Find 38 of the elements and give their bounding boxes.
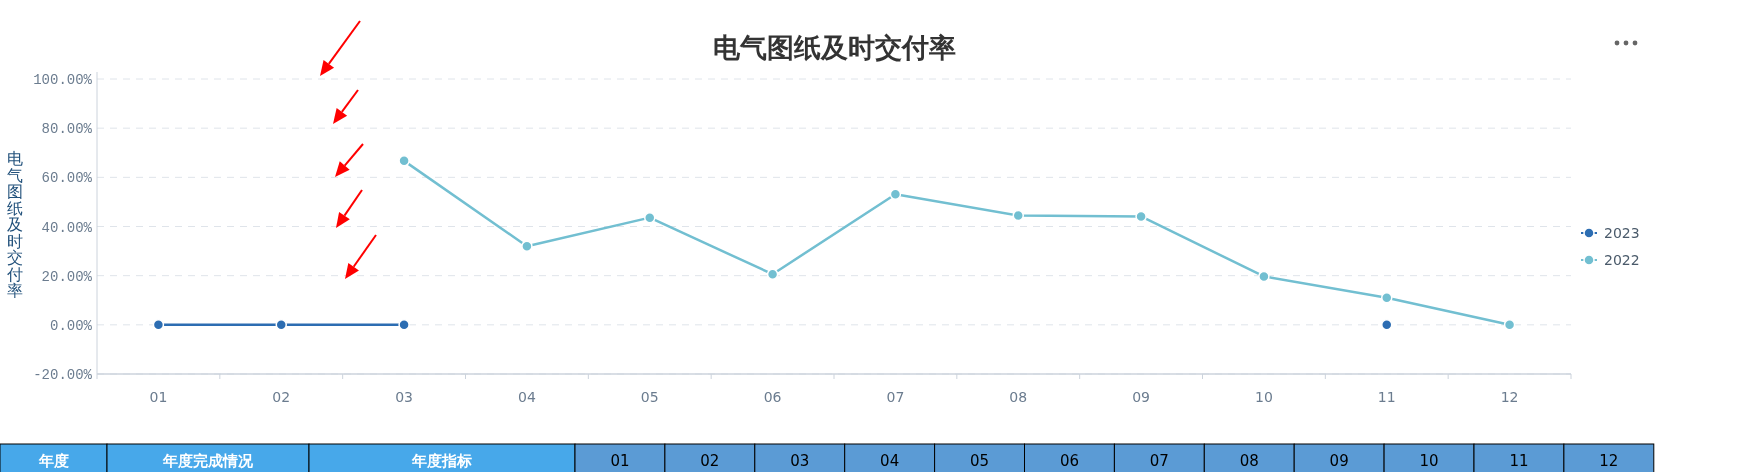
x-tick-label: 06 bbox=[763, 389, 782, 405]
chart-title: 电气图纸及时交付率 bbox=[712, 32, 956, 63]
y-tick-label: 100.00% bbox=[33, 72, 93, 88]
x-tick-label: 07 bbox=[886, 389, 905, 405]
x-tick-label: 05 bbox=[640, 389, 659, 405]
y-tick-label: 80.00% bbox=[41, 121, 93, 138]
text: 年度完成情况 bbox=[162, 452, 254, 470]
x-tick-label: 01 bbox=[149, 389, 168, 405]
x-tick-label: 04 bbox=[518, 389, 536, 405]
legend-label: 2022 bbox=[1604, 252, 1640, 268]
text: 电气图纸及时交付率 bbox=[7, 149, 23, 300]
category-label: 10 bbox=[1419, 452, 1439, 470]
x-tick-label: 10 bbox=[1255, 389, 1273, 405]
category-label: 03 bbox=[790, 452, 810, 470]
x-tick-label: 12 bbox=[1500, 389, 1519, 405]
y-tick-label: 40.00% bbox=[41, 219, 93, 236]
x-tick-label: 02 bbox=[272, 389, 291, 405]
category-label: 02 bbox=[700, 452, 720, 470]
y-tick-label: 0.00% bbox=[49, 317, 93, 334]
legend-label: 2023 bbox=[1604, 225, 1640, 241]
y-tick-label: -20.00% bbox=[33, 367, 93, 383]
category-label: 06 bbox=[1059, 452, 1079, 470]
category-label: 08 bbox=[1239, 452, 1259, 470]
y-tick-label: 60.00% bbox=[41, 170, 93, 187]
x-tick-label: 11 bbox=[1377, 389, 1396, 405]
category-label: 09 bbox=[1329, 452, 1349, 470]
category-label: 11 bbox=[1509, 452, 1529, 470]
x-tick-label: 03 bbox=[395, 389, 413, 405]
x-tick-label: 09 bbox=[1132, 389, 1150, 405]
category-label: 04 bbox=[880, 452, 900, 470]
category-label: 01 bbox=[610, 452, 630, 470]
category-label: 05 bbox=[970, 452, 990, 470]
category-label: 12 bbox=[1599, 452, 1619, 470]
category-label: 07 bbox=[1149, 452, 1169, 470]
text: 年度 bbox=[37, 452, 69, 470]
y-tick-label: 20.00% bbox=[41, 268, 93, 285]
text: 年度指标 bbox=[411, 452, 472, 470]
x-tick-label: 08 bbox=[1009, 389, 1028, 405]
